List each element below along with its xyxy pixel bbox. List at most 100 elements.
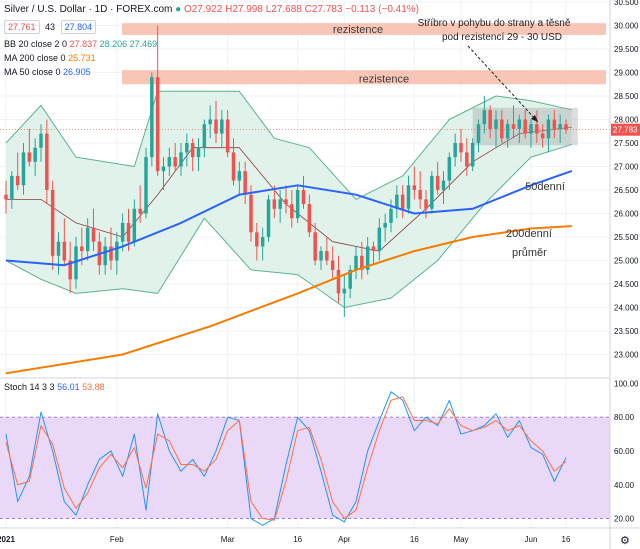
ohlc-low: L27.688 [265, 4, 302, 15]
y-tick-label: 26.000 [614, 210, 639, 219]
candle [272, 199, 277, 209]
candle [348, 269, 352, 289]
candle [330, 260, 335, 270]
stoch-legend-label[interactable]: Stoch 14 3 3 [4, 382, 55, 392]
ma200-chart-label: 200denní [506, 228, 552, 240]
ma50-legend-value: 26.905 [63, 67, 91, 77]
candle [430, 175, 434, 209]
candle [412, 185, 417, 190]
candle [546, 119, 551, 139]
commentary-arrow [467, 45, 539, 123]
candle [395, 194, 399, 209]
candle [91, 227, 96, 242]
ohlc-open: O27.922 [183, 4, 223, 15]
last-price-tag [611, 123, 640, 136]
ma200-legend-label[interactable]: MA 200 close 0 [4, 53, 66, 63]
candle [494, 119, 498, 129]
candle [284, 199, 288, 205]
candle [196, 147, 201, 158]
bb-lower-line [5, 143, 572, 308]
candle [459, 143, 463, 153]
ma50-legend-label[interactable]: MA 50 close 0 [4, 67, 61, 77]
candle [336, 269, 341, 294]
stoch-band [0, 417, 610, 519]
candle [179, 152, 183, 167]
candle [214, 119, 218, 134]
y-tick-label: 28.500 [614, 92, 639, 101]
candle [529, 124, 533, 134]
candle [488, 110, 492, 129]
candle [21, 152, 26, 186]
candle [115, 241, 119, 261]
stoch-y-tick-label: 40.00 [614, 481, 635, 490]
candle [319, 251, 323, 261]
x-tick-label: Feb [110, 535, 124, 544]
candle [389, 208, 393, 223]
candle [220, 119, 224, 134]
y-tick-label: 25.500 [614, 233, 639, 242]
candle [383, 222, 387, 228]
bb-basis-line [6, 126, 572, 252]
commentary-text: Stříbro v pohybu do strany a těsně [418, 18, 571, 29]
candle [243, 171, 247, 195]
y-tick-label: 30.000 [614, 22, 639, 31]
y-tick-label: 23.500 [614, 327, 639, 336]
ma200-chart-label: průměr [512, 247, 547, 259]
candle [465, 152, 469, 167]
ask-button[interactable]: 27.804 [60, 20, 97, 34]
candle [237, 171, 242, 181]
candle [15, 175, 20, 186]
stoch-y-tick-label: 20.00 [614, 515, 635, 524]
candle [313, 232, 317, 261]
ohlc-high: H27.998 [225, 4, 263, 15]
bb-upper-line [5, 90, 572, 200]
candle [354, 255, 358, 270]
y-tick-label: 23.000 [614, 351, 639, 360]
y-tick-label: 26.500 [614, 186, 639, 195]
candle [144, 157, 148, 214]
candle [190, 143, 195, 158]
ma50-line [5, 170, 573, 267]
stoch-y-tick-label: 100.00 [614, 379, 639, 388]
bid-button[interactable]: 27.761 [4, 20, 40, 34]
candle [278, 199, 282, 209]
candle [325, 251, 329, 261]
stoch-k-value: 56.01 [57, 382, 80, 392]
last-price-label: 27.783 [613, 126, 638, 135]
spread-value: 43 [45, 22, 56, 32]
y-tick-label: 27.000 [614, 163, 639, 172]
candle [552, 119, 557, 129]
y-tick-label: 28.000 [614, 116, 639, 125]
bb-legend-label[interactable]: BB 20 close 2 0 [4, 39, 68, 49]
candle [260, 237, 265, 247]
y-tick-label: 24.000 [614, 304, 639, 313]
candle [406, 185, 411, 209]
candle [307, 204, 312, 233]
candle [371, 246, 376, 252]
y-tick-label: 27.500 [614, 139, 639, 148]
x-tick-label: Jun [525, 535, 538, 544]
candle [68, 260, 72, 280]
ma50-chart-label: 50denní [525, 181, 565, 193]
candle [126, 222, 131, 242]
candle [377, 227, 382, 252]
candle [4, 194, 8, 200]
candle [295, 190, 300, 219]
candle [27, 152, 32, 162]
candle [453, 143, 457, 158]
candle [39, 133, 43, 148]
settings-icon[interactable]: ⚙ [620, 535, 630, 547]
candle [540, 133, 545, 139]
candle [10, 175, 14, 200]
y-tick-label: 29.000 [614, 69, 639, 78]
resistance-zone [122, 70, 606, 85]
candle [365, 246, 370, 270]
ohlc-close: C27.783 [304, 4, 343, 15]
candle [56, 241, 61, 256]
candle [249, 194, 253, 233]
resistance-label: rezistence [333, 24, 383, 36]
candle [62, 241, 67, 261]
candle [85, 227, 90, 252]
candle [103, 246, 107, 266]
